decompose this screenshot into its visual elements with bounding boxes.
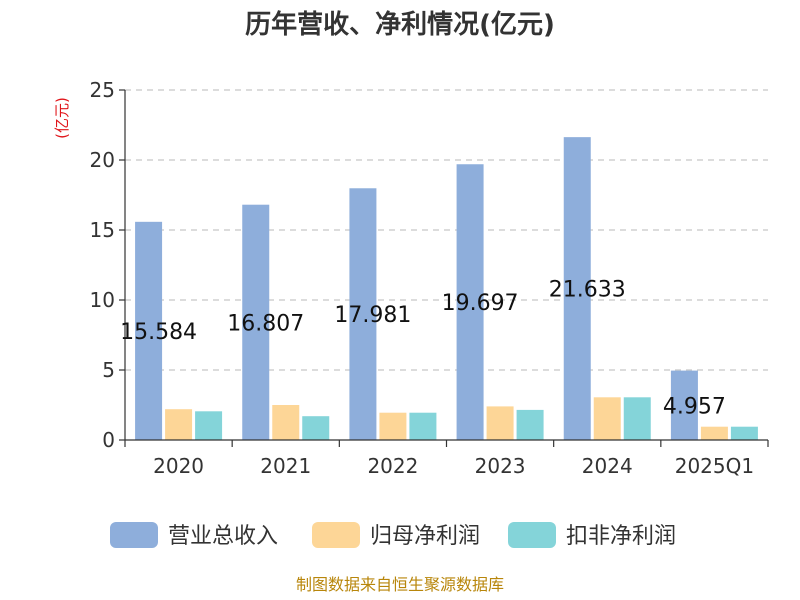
bar-2 [486,406,514,440]
bar-1 [670,370,698,440]
legend-swatch [110,522,158,548]
x-tick-label: 2020 [153,454,204,478]
legend-label: 归母净利润 [370,524,480,549]
legend-label: 营业总收入 [168,524,278,549]
bar-1 [563,137,591,440]
bar-2 [272,405,300,440]
bar-3 [409,412,437,440]
data-label: 15.584 [120,320,197,345]
bar-1 [242,204,270,440]
axes: 0 5 10 15 20 25 2020 2021 2022 2023 2024 2025Q1 [90,78,769,478]
y-tick-label: 10 [90,288,115,312]
legend: 营业总收入 归母净利润 扣非净利润 [110,522,676,549]
y-tick-label: 20 [90,148,115,172]
data-label: 21.633 [549,278,626,303]
bar-1 [349,188,377,440]
bar-3 [623,397,651,440]
x-tick-label: 2025Q1 [675,454,754,478]
bar-1 [456,164,484,440]
chart-title: 历年营收、净利情况(亿元) [245,9,555,40]
data-label: 19.697 [442,291,519,316]
bar-2 [165,409,193,440]
legend-swatch [312,522,360,548]
y-tick-label: 5 [102,358,115,382]
y-tick-label: 0 [102,428,115,452]
bar-3 [195,411,223,440]
bars [135,137,758,440]
legend-label: 扣非净利润 [566,524,676,549]
y-axis-unit-label: (亿元) [53,97,71,139]
data-labels: 15.584 16.807 17.981 19.697 21.633 4.957 [120,278,726,420]
data-label: 16.807 [227,311,304,336]
source-note: 制图数据来自恒生聚源数据库 [296,575,504,594]
bar-2 [700,426,728,440]
bar-3 [302,416,330,440]
x-tick-label: 2021 [260,454,311,478]
x-tick-label: 2023 [475,454,526,478]
bar-3 [730,426,758,440]
legend-swatch [508,522,556,548]
grid-lines [125,89,768,371]
x-tick-label: 2024 [582,454,633,478]
x-tick-label: 2022 [367,454,418,478]
data-label: 17.981 [334,303,411,328]
y-tick-label: 15 [90,218,115,242]
bar-2 [379,412,407,440]
data-label: 4.957 [663,394,726,419]
bar-3 [516,409,544,440]
y-tick-label: 25 [90,78,115,102]
bar-1 [135,221,163,440]
bar-2 [593,397,621,440]
